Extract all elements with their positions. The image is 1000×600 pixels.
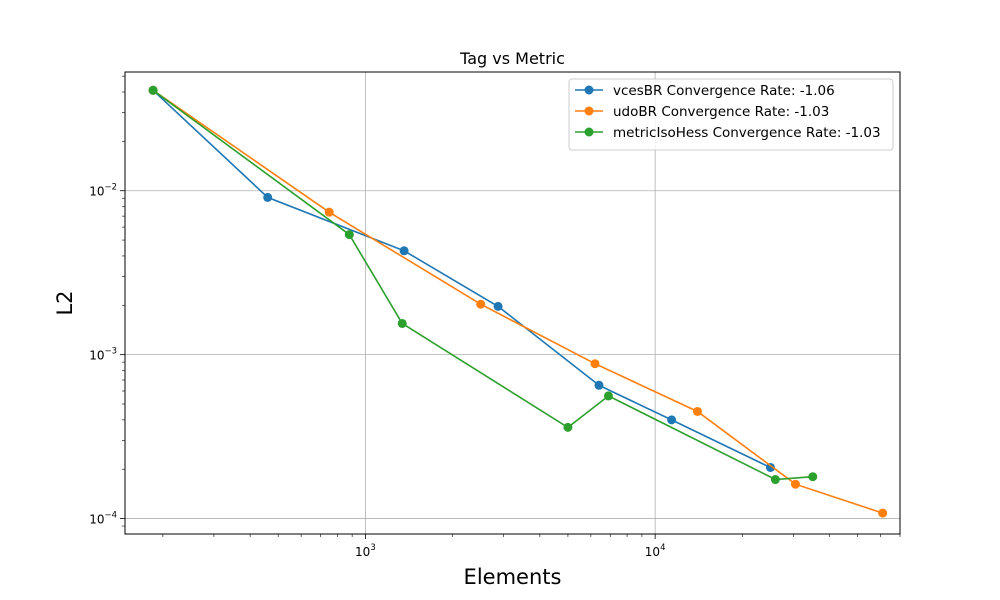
legend-label: udoBR Convergence Rate: -1.03 — [613, 104, 829, 120]
legend-item: vcesBR Convergence Rate: -1.06 — [575, 83, 835, 99]
data-point — [563, 422, 573, 432]
y-tick-label: 10−4 — [89, 511, 117, 527]
data-point — [263, 192, 273, 202]
data-point — [808, 472, 818, 482]
data-point — [476, 299, 486, 309]
data-point — [692, 406, 702, 416]
legend-label: vcesBR Convergence Rate: -1.06 — [613, 83, 835, 99]
legend-item: metricIsoHess Convergence Rate: -1.03 — [575, 125, 881, 141]
data-point — [667, 415, 677, 425]
data-point — [324, 207, 334, 217]
legend-box — [568, 78, 894, 151]
data-point — [770, 475, 780, 485]
series-2 — [148, 85, 818, 485]
x-tick-label: 103 — [355, 543, 376, 559]
y-axis-label: L2 — [53, 290, 77, 315]
data-point — [493, 301, 503, 311]
y-tick-label: 10−2 — [89, 183, 117, 199]
legend-marker — [584, 85, 594, 95]
legend-item: udoBR Convergence Rate: -1.03 — [575, 104, 829, 120]
chart-title: Tag vs Metric — [459, 49, 565, 68]
x-tick-label: 104 — [645, 543, 666, 559]
x-axis-label: Elements — [464, 565, 562, 589]
legend-label: metricIsoHess Convergence Rate: -1.03 — [613, 125, 881, 141]
plot-frame — [124, 71, 901, 535]
legend-marker — [584, 127, 594, 137]
data-point — [603, 391, 613, 401]
ticks: 103 104 10−4 10−3 10−2 — [89, 75, 901, 559]
series-layer — [148, 85, 888, 518]
data-point — [790, 479, 800, 489]
y-tick-label: 10−3 — [89, 347, 117, 363]
legend: vcesBR Convergence Rate: -1.06 udoBR Conv… — [568, 78, 894, 151]
data-point — [148, 85, 158, 95]
data-point — [765, 462, 775, 472]
data-point — [397, 318, 407, 328]
data-point — [344, 230, 354, 240]
data-point — [594, 380, 604, 390]
legend-marker — [584, 106, 594, 116]
data-point — [878, 508, 888, 518]
data-point — [590, 359, 600, 369]
data-point — [399, 246, 409, 256]
